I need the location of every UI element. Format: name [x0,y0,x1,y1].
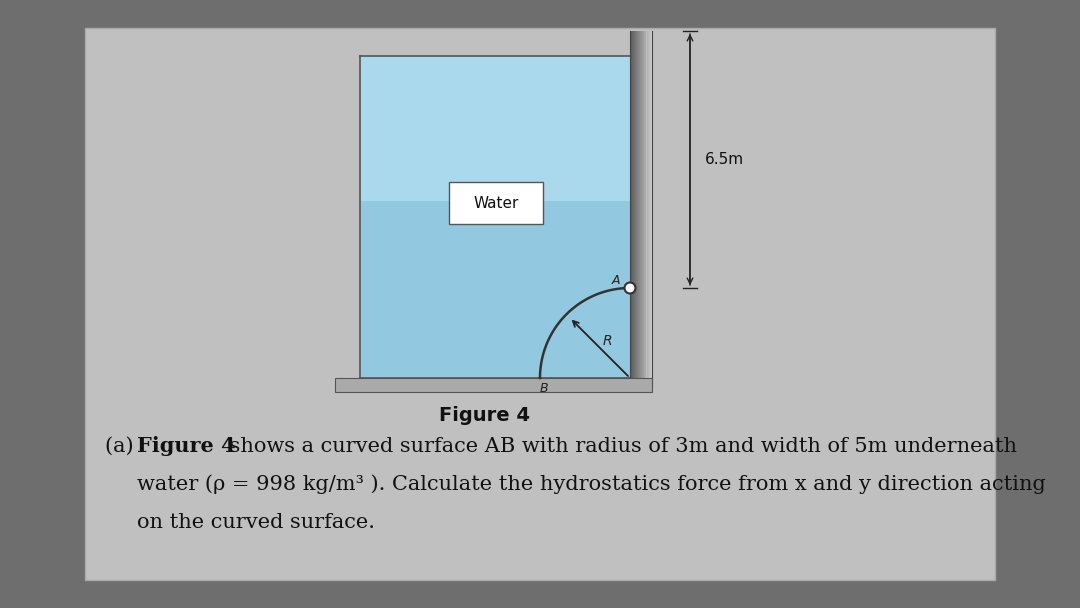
Circle shape [624,283,635,294]
FancyBboxPatch shape [85,28,995,580]
Text: A: A [611,274,620,287]
Text: water (ρ = 998 kg/m³ ). Calculate the hydrostatics force from x and y direction : water (ρ = 998 kg/m³ ). Calculate the hy… [137,474,1045,494]
Text: B: B [540,382,549,395]
Text: 6.5m: 6.5m [705,152,744,167]
Text: Water: Water [473,196,518,210]
Text: R: R [603,334,612,348]
FancyBboxPatch shape [449,182,543,224]
Text: on the curved surface.: on the curved surface. [137,513,375,531]
Text: Figure 4: Figure 4 [137,436,235,456]
Text: Figure 4: Figure 4 [440,406,530,425]
Text: (a): (a) [105,437,140,455]
Bar [360,56,630,201]
Bar [360,56,630,378]
Text: shows a curved surface AB with radius of 3m and width of 5m underneath: shows a curved surface AB with radius of… [222,437,1017,455]
Bar [335,378,652,392]
